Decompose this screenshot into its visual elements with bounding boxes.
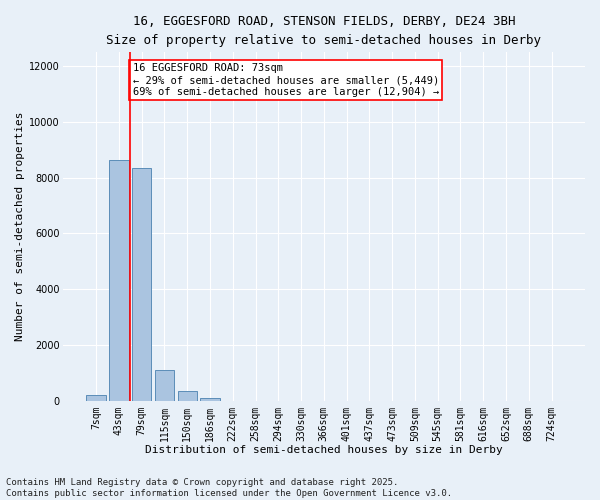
Title: 16, EGGESFORD ROAD, STENSON FIELDS, DERBY, DE24 3BH
Size of property relative to: 16, EGGESFORD ROAD, STENSON FIELDS, DERB…	[106, 15, 541, 47]
Bar	[178, 391, 197, 400]
Bar	[109, 160, 128, 400]
Text: 16 EGGESFORD ROAD: 73sqm
← 29% of semi-detached houses are smaller (5,449)
69% o: 16 EGGESFORD ROAD: 73sqm ← 29% of semi-d…	[133, 64, 439, 96]
Bar	[155, 370, 174, 400]
Y-axis label: Number of semi-detached properties: Number of semi-detached properties	[15, 112, 25, 342]
Bar	[132, 168, 151, 400]
Bar	[200, 398, 220, 400]
Bar	[86, 395, 106, 400]
Text: Contains HM Land Registry data © Crown copyright and database right 2025.
Contai: Contains HM Land Registry data © Crown c…	[6, 478, 452, 498]
X-axis label: Distribution of semi-detached houses by size in Derby: Distribution of semi-detached houses by …	[145, 445, 503, 455]
